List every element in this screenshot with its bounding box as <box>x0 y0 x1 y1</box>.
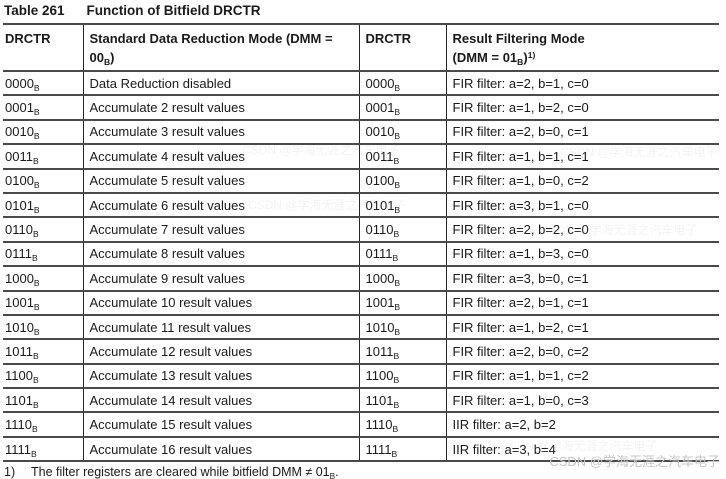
drctr-code-cell: 1010B <box>5 319 40 337</box>
filter-mode-cell: FIR filter: a=1, b=0, c=2 <box>445 168 719 193</box>
drctr-code-cell: 0001B <box>358 95 446 120</box>
drctr-code-cell: 0011B <box>358 144 446 169</box>
standard-mode-cell: Accumulate 9 result values <box>82 266 359 291</box>
drctr-code-cell: 1011B <box>358 339 446 364</box>
drctr-code-cell: 1000B <box>358 266 446 291</box>
filter-mode-cell: FIR filter: a=1, b=0, c=3 <box>445 388 719 413</box>
drctr-code-cell: 1010B <box>358 314 446 340</box>
table-row: 1110B Accumulate 15 result values 1110B IIR… <box>3 412 719 437</box>
drctr-code-cell: 0010B <box>5 124 40 142</box>
filter-mode-cell: FIR filter: a=1, b=2, c=0 <box>445 95 719 120</box>
drctr-code-cell: 0110B <box>358 217 446 242</box>
filter-mode-cell: FIR filter: a=2, b=0, c=2 <box>445 339 719 364</box>
drctr-code-cell: 1100B <box>358 363 446 389</box>
filter-mode-cell: FIR filter: a=1, b=1, c=2 <box>445 363 719 389</box>
column-header-standard-data-reduction-mode: Standard Data Reduction Mode (DMM = 00B) <box>82 24 359 71</box>
standard-mode-cell: Accumulate 5 result values <box>82 168 359 193</box>
table-row: 0101B Accumulate 6 result values 0101B FIR … <box>3 192 719 218</box>
table-row: 1100B Accumulate 13 result values 1100B FIR… <box>3 363 719 389</box>
table-row: 0001B Accumulate 2 result values 0001B FIR … <box>3 95 719 120</box>
drctr-code-cell: 0010B <box>358 119 446 145</box>
drctr-code-cell: 1011B <box>5 343 39 361</box>
table-row: 1000B Accumulate 9 result values 1000B FIR … <box>3 266 719 291</box>
drctr-code-cell: 1001B <box>358 290 446 315</box>
drctr-code-cell: 1001B <box>5 295 40 313</box>
drctr-function-table: DRCTR Standard Data Reduction Mode (DMM … <box>3 23 719 463</box>
drctr-code-cell: 1110B <box>358 412 446 437</box>
standard-mode-cell: Accumulate 3 result values <box>82 119 359 145</box>
standard-mode-cell: Accumulate 12 result values <box>82 339 359 364</box>
drctr-code-cell: 0100B <box>358 168 446 193</box>
drctr-code-cell: 0000B <box>358 71 446 96</box>
table-row: 0000B Data Reduction disabled 0000B FIR fil… <box>3 71 719 96</box>
standard-mode-cell: Accumulate 2 result values <box>82 95 359 120</box>
column-header-drctr-standard: DRCTR <box>5 31 51 46</box>
table-caption: Function of Bitfield DRCTR <box>86 3 261 18</box>
drctr-code-cell: 1100B <box>5 368 39 386</box>
filter-mode-cell: IIR filter: a=3, b=4 <box>445 436 719 462</box>
standard-mode-cell: Accumulate 14 result values <box>82 388 359 413</box>
table-header-row: DRCTR Standard Data Reduction Mode (DMM … <box>3 24 719 71</box>
standard-mode-cell: Accumulate 16 result values <box>82 436 359 462</box>
footnote-marker: 1) <box>4 465 16 479</box>
filter-mode-cell: FIR filter: a=3, b=1, c=0 <box>445 192 719 218</box>
drctr-code-cell: 1111B <box>5 441 37 459</box>
table-title: Table 261 Function of Bitfield DRCTR <box>4 3 722 21</box>
standard-mode-cell: Accumulate 6 result values <box>82 192 359 218</box>
drctr-code-cell: 0111B <box>358 241 446 267</box>
filter-mode-cell: FIR filter: a=2, b=1, c=1 <box>445 290 719 315</box>
filter-mode-cell: FIR filter: a=1, b=1, c=1 <box>445 144 719 169</box>
filter-mode-cell: FIR filter: a=1, b=2, c=1 <box>445 314 719 340</box>
table-row: 0011B Accumulate 4 result values 0011B FIR … <box>3 144 719 169</box>
footnote-text: The filter registers are cleared while b… <box>31 465 339 479</box>
drctr-code-cell: 0111B <box>5 246 38 264</box>
table-row: 0100B Accumulate 5 result values 0100B FIR … <box>3 168 719 193</box>
table-row: 1001B Accumulate 10 result values 1001B FIR… <box>3 290 719 315</box>
drctr-code-cell: 0001B <box>5 100 40 118</box>
table-row: 1101B Accumulate 14 result values 1101B FIR… <box>3 388 719 413</box>
filter-mode-cell: FIR filter: a=3, b=0, c=1 <box>445 266 719 291</box>
standard-mode-cell: Accumulate 13 result values <box>82 363 359 389</box>
drctr-code-cell: 1111B <box>358 436 446 462</box>
standard-mode-cell: Accumulate 15 result values <box>82 412 359 437</box>
standard-mode-cell: Accumulate 10 result values <box>82 290 359 315</box>
drctr-code-cell: 1000B <box>5 270 40 288</box>
drctr-code-cell: 1101B <box>358 388 446 413</box>
drctr-code-cell: 1101B <box>5 392 39 410</box>
standard-mode-cell: Accumulate 4 result values <box>82 144 359 169</box>
table-row: 1010B Accumulate 11 result values 1010B FIR… <box>3 314 719 340</box>
table-body: 0000B Data Reduction disabled 0000B FIR fil… <box>3 71 719 462</box>
standard-mode-cell: Accumulate 8 result values <box>82 241 359 267</box>
drctr-code-cell: 0110B <box>5 222 39 240</box>
table-row: 1011B Accumulate 12 result values 1011B FIR… <box>3 339 719 364</box>
drctr-code-cell: 1110B <box>5 417 38 435</box>
drctr-code-cell: 0100B <box>5 173 40 191</box>
footnote: 1) The filter registers are cleared while… <box>4 465 722 479</box>
table-number: Table 261 <box>4 3 65 18</box>
filter-mode-cell: FIR filter: a=2, b=0, c=1 <box>445 119 719 145</box>
column-header-result-filtering-mode: Result Filtering Mode (DMM = 01B)1) <box>445 24 719 71</box>
filter-mode-cell: FIR filter: a=2, b=2, c=0 <box>445 217 719 242</box>
drctr-code-cell: 0101B <box>358 192 446 218</box>
table-row: 1111B Accumulate 16 result values 1111B IIR… <box>3 436 719 462</box>
table-row: 0010B Accumulate 3 result values 0010B FIR … <box>3 119 719 145</box>
drctr-code-cell: 0000B <box>5 75 40 93</box>
table-row: 0111B Accumulate 8 result values 0111B FIR … <box>3 241 719 267</box>
drctr-code-cell: 0101B <box>5 197 40 215</box>
filter-mode-cell: FIR filter: a=1, b=3, c=0 <box>445 241 719 267</box>
drctr-code-cell: 0011B <box>5 148 39 166</box>
column-header-drctr-filtering: DRCTR <box>358 24 446 71</box>
standard-mode-cell: Data Reduction disabled <box>82 71 359 96</box>
table-row: 0110B Accumulate 7 result values 0110B FIR … <box>3 217 719 242</box>
filter-mode-cell: FIR filter: a=2, b=1, c=0 <box>445 71 719 96</box>
standard-mode-cell: Accumulate 11 result values <box>82 314 359 340</box>
filter-mode-cell: IIR filter: a=2, b=2 <box>445 412 719 437</box>
standard-mode-cell: Accumulate 7 result values <box>82 217 359 242</box>
